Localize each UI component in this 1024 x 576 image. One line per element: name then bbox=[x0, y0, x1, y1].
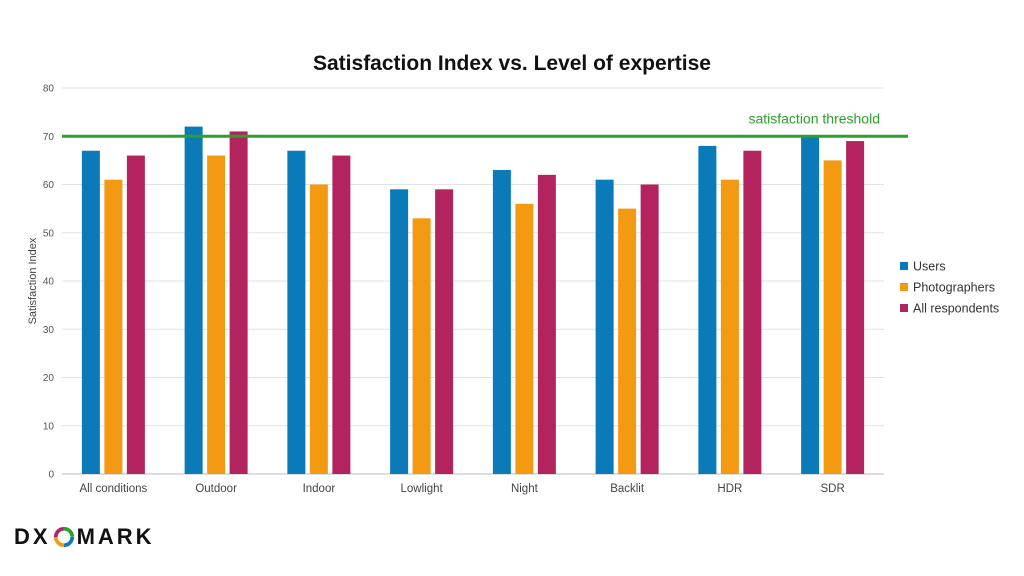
bar-photographers bbox=[412, 218, 431, 474]
bar-all-respondents bbox=[537, 174, 556, 474]
bar-photographers bbox=[823, 160, 842, 474]
x-tick-label: Night bbox=[511, 483, 539, 495]
y-axis-ticks: 0 10 20 30 40 50 60 70 80 bbox=[43, 84, 55, 481]
bar-all-respondents bbox=[332, 155, 351, 475]
bar-all-respondents bbox=[743, 150, 762, 474]
logo-ring-icon bbox=[53, 526, 74, 548]
dxomark-logo: DX MARK bbox=[14, 524, 155, 549]
x-axis-ticks: All conditions Outdoor Indoor Lowlight Night… bbox=[79, 483, 844, 495]
x-tick-label: HDR bbox=[717, 483, 742, 495]
legend-swatch bbox=[900, 283, 908, 291]
bar-users bbox=[698, 145, 717, 474]
y-tick-label: 30 bbox=[43, 325, 55, 336]
x-tick-label: Backlit bbox=[610, 483, 645, 495]
bar-photographers bbox=[309, 184, 328, 474]
bar-users bbox=[801, 136, 820, 474]
legend-label: All respondents bbox=[913, 302, 999, 316]
bar-users bbox=[390, 189, 409, 474]
bar-all-respondents bbox=[229, 131, 248, 475]
legend-label: Photographers bbox=[913, 281, 995, 295]
x-tick-label: SDR bbox=[820, 483, 844, 495]
bar-photographers bbox=[720, 179, 739, 475]
bar-users bbox=[492, 170, 511, 474]
bar-all-respondents bbox=[846, 141, 865, 474]
bar-photographers bbox=[515, 203, 534, 475]
bar-all-respondents bbox=[640, 184, 659, 474]
bar-photographers bbox=[207, 155, 226, 475]
chart-title: Satisfaction Index vs. Level of expertis… bbox=[313, 52, 711, 75]
y-tick-label: 70 bbox=[43, 132, 55, 143]
bar-users bbox=[184, 126, 203, 474]
legend-label: Users bbox=[913, 260, 946, 274]
y-tick-label: 60 bbox=[43, 180, 55, 191]
legend-swatch bbox=[900, 304, 908, 312]
threshold-label: satisfaction threshold bbox=[748, 110, 880, 126]
bar-users bbox=[287, 150, 306, 474]
y-tick-label: 10 bbox=[43, 421, 55, 432]
x-tick-label: Outdoor bbox=[195, 483, 237, 495]
x-tick-label: Indoor bbox=[303, 483, 336, 495]
y-tick-label: 40 bbox=[43, 277, 55, 288]
bars bbox=[81, 126, 865, 475]
bar-photographers bbox=[618, 208, 637, 474]
y-tick-label: 20 bbox=[43, 373, 55, 384]
bar-users bbox=[595, 179, 614, 475]
bar-all-respondents bbox=[126, 155, 145, 475]
x-tick-label: Lowlight bbox=[401, 483, 444, 495]
y-tick-label: 0 bbox=[48, 470, 54, 481]
bar-photographers bbox=[104, 179, 123, 475]
y-axis-label: Satisfaction Index bbox=[27, 237, 39, 324]
y-tick-label: 50 bbox=[43, 228, 55, 239]
legend-swatch bbox=[900, 262, 908, 270]
y-tick-label: 80 bbox=[43, 84, 55, 95]
bar-all-respondents bbox=[435, 189, 454, 474]
legend: Users Photographers All respondents bbox=[900, 260, 999, 316]
bar-users bbox=[81, 150, 100, 474]
x-tick-label: All conditions bbox=[79, 483, 147, 495]
